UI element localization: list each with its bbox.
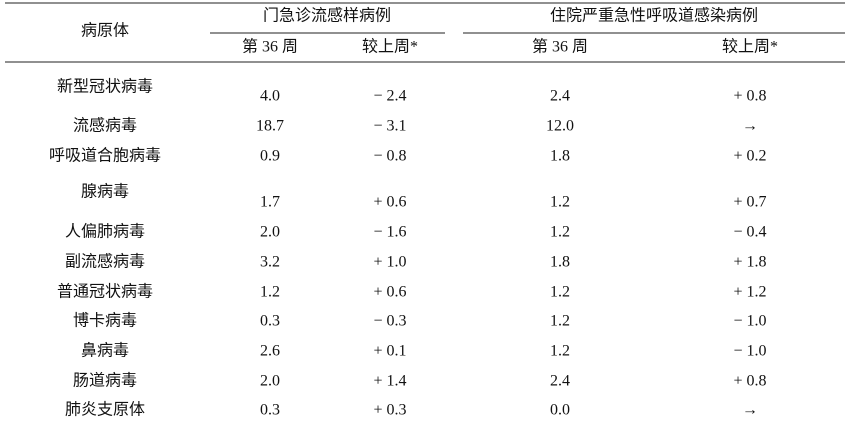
subheader: 较上周*	[722, 38, 778, 56]
subheader: 较上周*	[362, 38, 418, 56]
header-group: 住院严重急性呼吸道感染病例	[550, 7, 758, 25]
cell-value: − 0.8	[373, 148, 406, 165]
cell-value: 3.2	[260, 254, 280, 271]
pathogen-name: 鼻病毒	[81, 342, 129, 360]
pathogen-name: 流感病毒	[73, 117, 137, 135]
cell-value: − 1.0	[733, 343, 766, 360]
pathogen-name: 副流感病毒	[65, 253, 145, 271]
pathogen-name: 肠道病毒	[73, 372, 137, 390]
cell-value: − 1.6	[373, 224, 406, 241]
cell-value: + 0.6	[373, 284, 406, 301]
cell-value: + 1.4	[373, 373, 406, 390]
subheader: 第 36 周	[242, 38, 298, 56]
cell-value: 0.3	[260, 402, 280, 419]
cell-value: 1.2	[550, 194, 570, 211]
cell-value: + 1.8	[733, 254, 766, 271]
cell-value: 0.0	[550, 402, 570, 419]
pathogen-name: 呼吸道合胞病毒	[49, 147, 161, 165]
cell-value: + 1.0	[373, 254, 406, 271]
pathogen-name: 普通冠状病毒	[57, 283, 153, 301]
cell-value: + 0.8	[733, 88, 766, 105]
subheader: 第 36 周	[532, 38, 588, 56]
cell-value: 0.3	[260, 313, 280, 330]
pathogen-name: 博卡病毒	[73, 312, 137, 330]
header-pathogen: 病原体	[81, 22, 129, 40]
cell-value: 2.0	[260, 373, 280, 390]
cell-value: 12.0	[546, 118, 574, 135]
cell-value: 1.2	[550, 313, 570, 330]
cell-value: + 0.2	[733, 148, 766, 165]
cell-value: 2.0	[260, 224, 280, 241]
header-group: 门急诊流感样病例	[263, 7, 391, 25]
cell-value: 1.2	[260, 284, 280, 301]
cell-value: + 0.8	[733, 373, 766, 390]
cell-value: + 0.3	[373, 402, 406, 419]
cell-value: 2.4	[550, 373, 570, 390]
cell-value: − 2.4	[373, 88, 406, 105]
cell-value: + 0.6	[373, 194, 406, 211]
cell-value: 0.9	[260, 148, 280, 165]
cell-value: − 3.1	[373, 118, 406, 135]
cell-value: 18.7	[256, 118, 284, 135]
cell-value: − 0.3	[373, 313, 406, 330]
cell-value: 2.4	[550, 88, 570, 105]
pathogen-name: 肺炎支原体	[65, 401, 145, 419]
cell-value: + 0.1	[373, 343, 406, 360]
cell-value: 1.8	[550, 148, 570, 165]
cell-value: 1.2	[550, 224, 570, 241]
cell-value: 2.6	[260, 343, 280, 360]
pathogen-name: 新型冠状病毒	[57, 78, 153, 96]
cell-value: + 0.7	[733, 194, 766, 211]
cell-value: + 1.2	[733, 284, 766, 301]
cell-value: − 1.0	[733, 313, 766, 330]
cell-value: →	[742, 402, 758, 419]
cell-value: 1.2	[550, 284, 570, 301]
cell-value: →	[742, 118, 758, 135]
cell-value: 1.8	[550, 254, 570, 271]
cell-value: 1.7	[260, 194, 280, 211]
pathogen-name: 腺病毒	[81, 183, 129, 201]
cell-value: − 0.4	[733, 224, 766, 241]
cell-value: 4.0	[260, 88, 280, 105]
pathogen-name: 人偏肺病毒	[65, 223, 145, 241]
cell-value: 1.2	[550, 343, 570, 360]
